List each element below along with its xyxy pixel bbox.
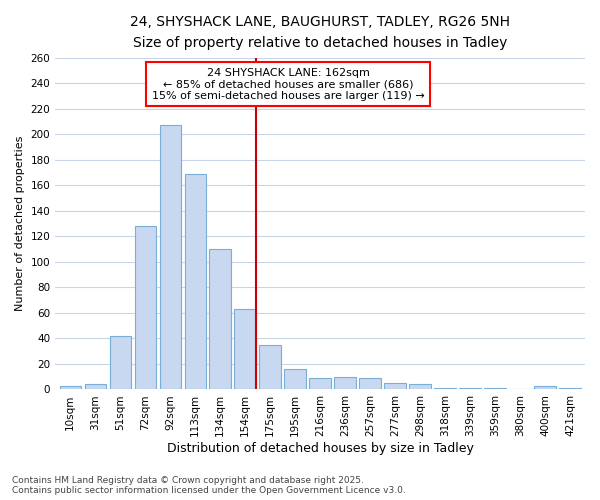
Bar (484, 388, 506, 390)
Bar (460, 388, 481, 390)
X-axis label: Distribution of detached houses by size in Tadley: Distribution of detached houses by size … (167, 442, 473, 455)
Bar (284, 369, 306, 390)
Text: Contains HM Land Registry data © Crown copyright and database right 2025.
Contai: Contains HM Land Registry data © Crown c… (12, 476, 406, 495)
Bar (359, 378, 380, 390)
Bar (535, 386, 556, 390)
Bar (85, 384, 106, 390)
Bar (310, 378, 331, 390)
Bar (334, 376, 356, 390)
Bar (110, 336, 131, 390)
Bar (559, 388, 581, 390)
Bar (409, 384, 431, 390)
Bar (59, 386, 81, 390)
Bar (235, 309, 256, 390)
Y-axis label: Number of detached properties: Number of detached properties (15, 136, 25, 312)
Bar (385, 383, 406, 390)
Bar (434, 388, 455, 390)
Bar (209, 249, 231, 390)
Bar (160, 126, 181, 390)
Bar (185, 174, 206, 390)
Bar (134, 226, 156, 390)
Text: 24 SHYSHACK LANE: 162sqm
← 85% of detached houses are smaller (686)
15% of semi-: 24 SHYSHACK LANE: 162sqm ← 85% of detach… (152, 68, 425, 101)
Title: 24, SHYSHACK LANE, BAUGHURST, TADLEY, RG26 5NH
Size of property relative to deta: 24, SHYSHACK LANE, BAUGHURST, TADLEY, RG… (130, 15, 510, 50)
Bar (259, 345, 281, 390)
